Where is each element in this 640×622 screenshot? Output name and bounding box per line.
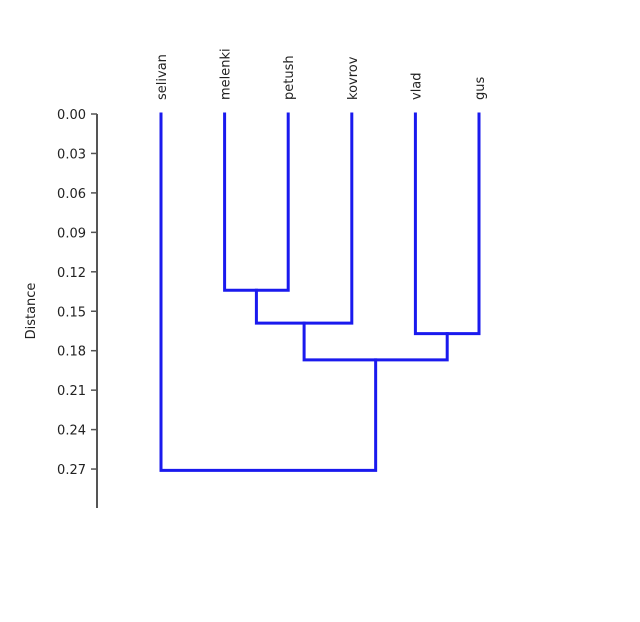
y-tick-label: 0.03	[57, 147, 86, 162]
leaf-label-vlad: vlad	[409, 72, 424, 100]
leaf-label-kovrov: kovrov	[346, 56, 361, 100]
dendrogram-merge-5	[159, 112, 378, 472]
y-tick-label: 0.09	[57, 226, 86, 241]
y-tick-label: 0.00	[57, 108, 86, 123]
dendrogram-branches	[159, 112, 481, 472]
leaf-label-gus: gus	[473, 77, 488, 100]
y-tick-label: 0.24	[57, 424, 86, 439]
y-tick-label: 0.18	[57, 345, 86, 360]
leaf-label-melenki: melenki	[219, 48, 234, 100]
y-tick-label: 0.21	[57, 384, 86, 399]
dendrogram-merge-1	[223, 112, 290, 292]
y-tick-label: 0.27	[57, 463, 86, 478]
y-tick-label: 0.15	[57, 305, 86, 320]
leaf-labels: selivan melenki petush kovrov vlad gus	[155, 48, 488, 100]
dendrogram-merge-4	[302, 321, 449, 362]
y-axis: 0.00 0.03 0.06 0.09 0.12 0.15 0.18 0.21 0.24 0.27	[57, 108, 98, 508]
dendrogram-merge-3	[413, 112, 481, 336]
dendrogram-merge-2	[254, 112, 354, 325]
y-tick-label: 0.06	[57, 187, 86, 202]
y-axis-title: Distance	[24, 283, 39, 340]
y-tick-label: 0.12	[57, 266, 86, 281]
leaf-label-selivan: selivan	[155, 54, 170, 100]
leaf-label-petush: petush	[282, 55, 297, 100]
